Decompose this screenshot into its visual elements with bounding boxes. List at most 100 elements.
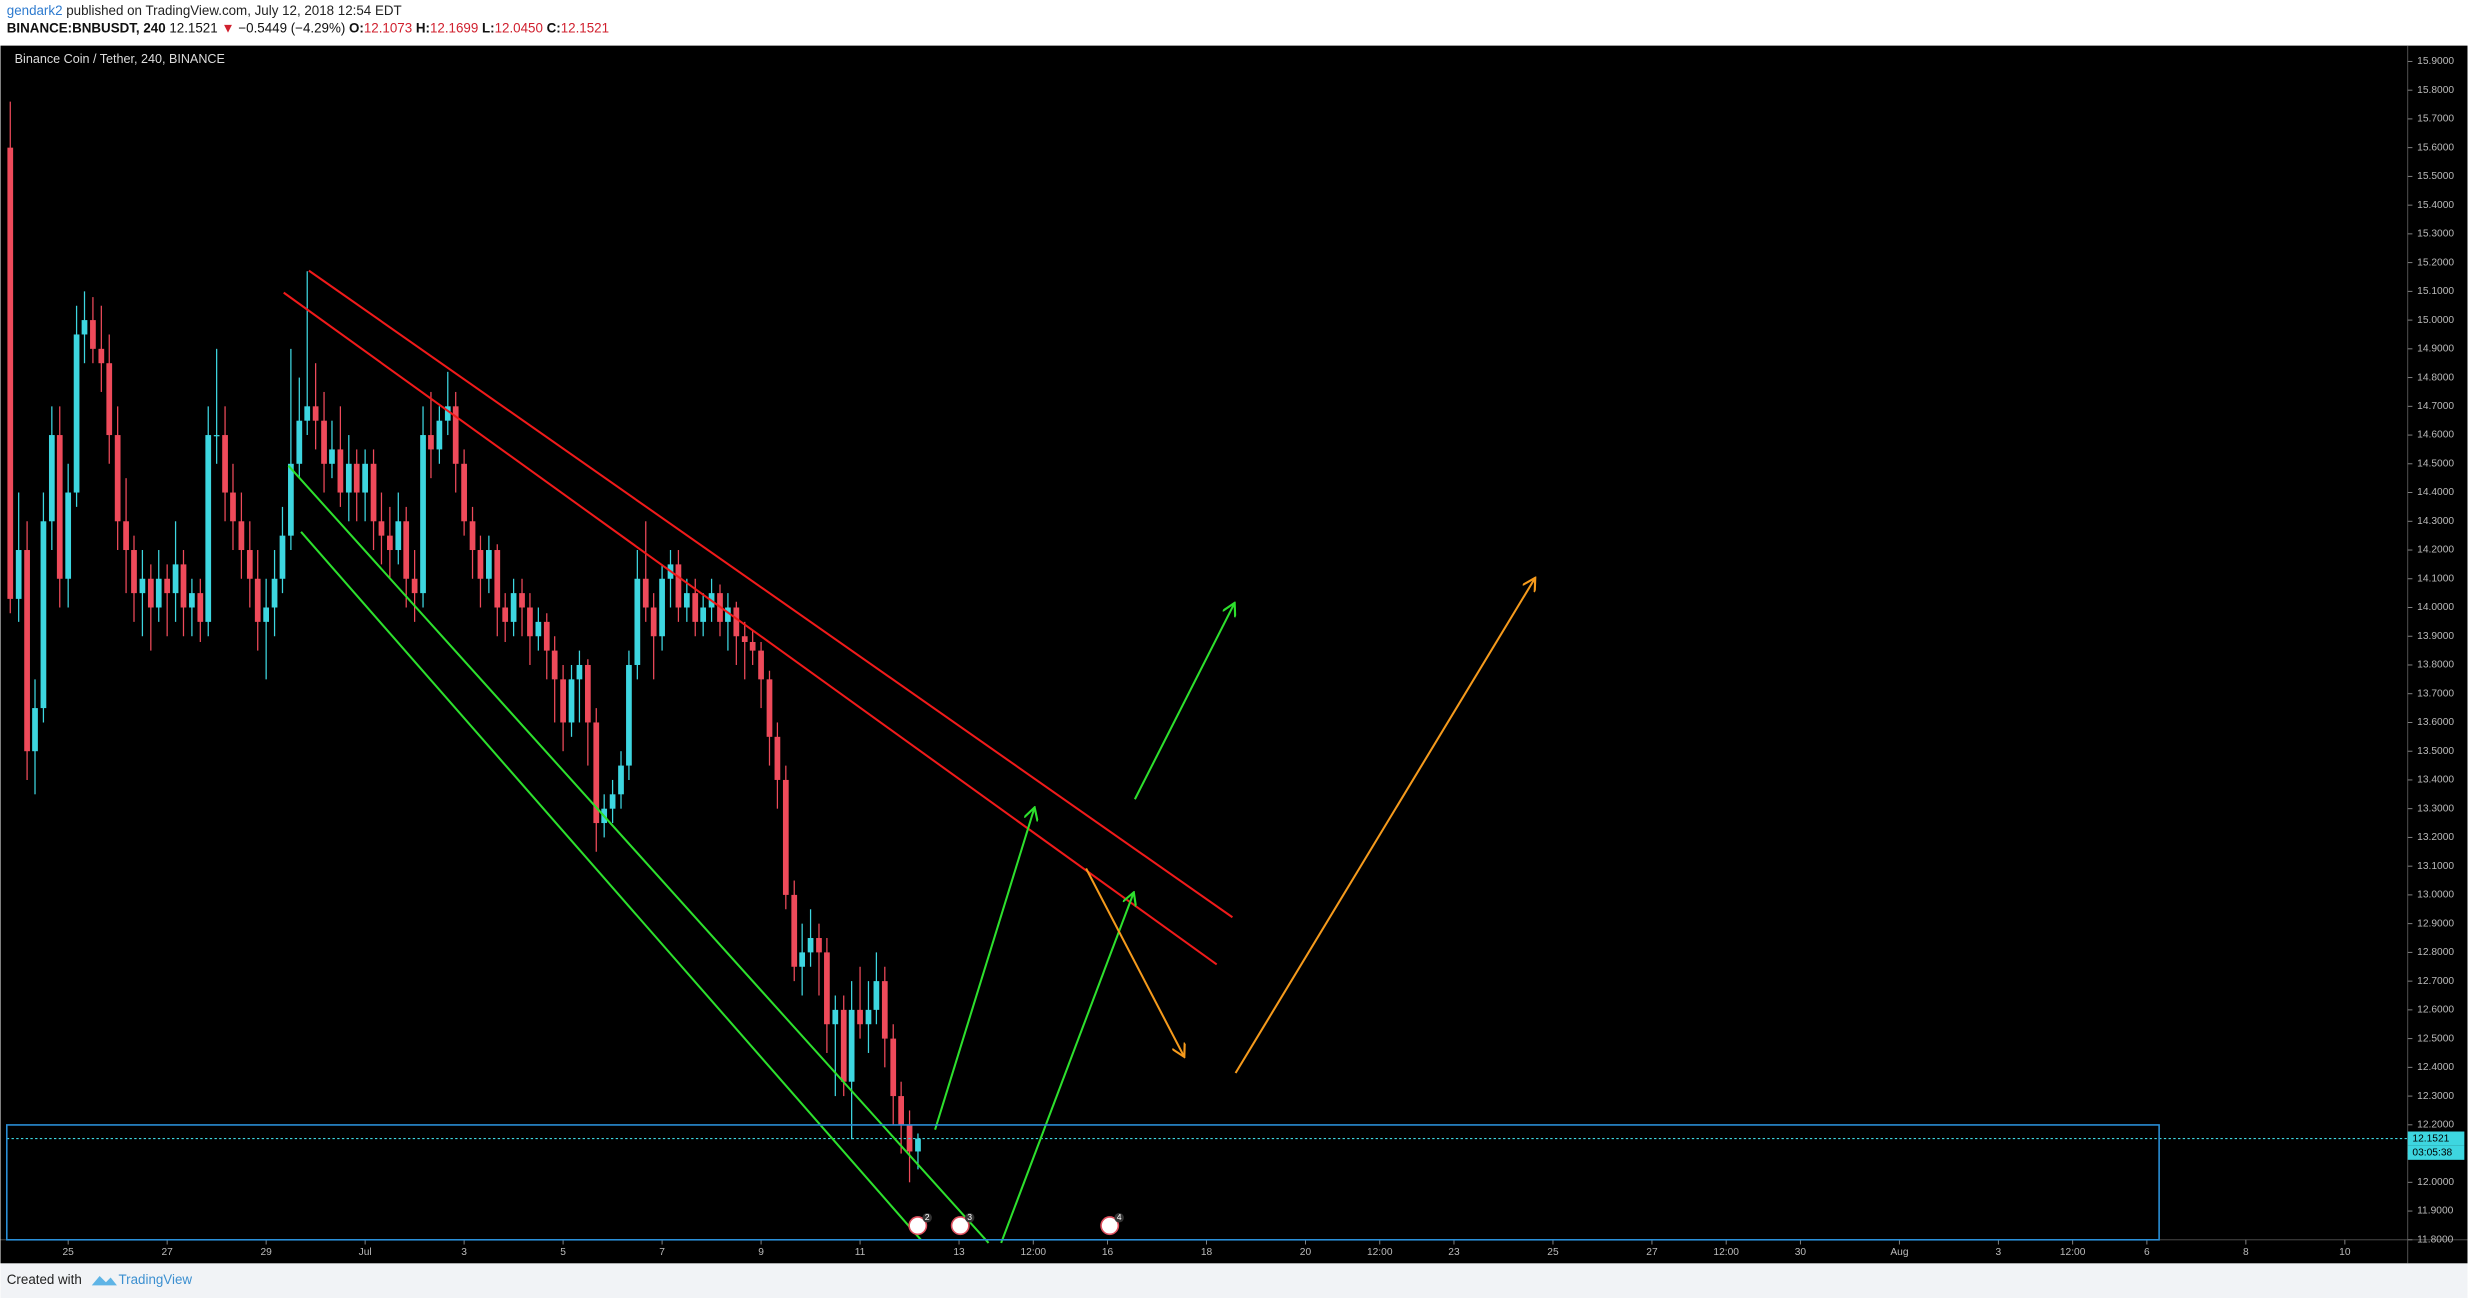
candle-body: [304, 406, 311, 421]
candle-body: [230, 492, 236, 522]
y-tick-label: 13.5000: [2417, 746, 2454, 757]
y-tick-label: 15.0000: [2417, 315, 2454, 326]
candle-body: [733, 607, 740, 637]
x-tick-label: 11: [855, 1247, 866, 1258]
candle-body: [881, 981, 888, 1039]
header-bg: [0, 0, 2468, 46]
candle-body: [824, 952, 830, 1025]
trend-line: [283, 291, 1218, 966]
candle-body: [403, 521, 410, 579]
candle-body: [634, 578, 641, 665]
candle-body: [494, 550, 501, 608]
candle-body: [700, 607, 707, 622]
y-tick-label: 11.8000: [2417, 1234, 2453, 1245]
candle-body: [114, 435, 121, 522]
candle-body: [65, 492, 72, 579]
candle-body: [395, 521, 402, 551]
y-tick-label: 14.3000: [2417, 516, 2454, 527]
marks: 11.800011.900012.000012.100012.200012.30…: [6, 56, 2465, 1258]
y-tick-label: 12.0000: [2417, 1177, 2454, 1188]
candle-body: [329, 449, 335, 464]
x-tick-label: 25: [62, 1247, 74, 1258]
h-value: 12.1699: [430, 20, 478, 35]
candle-body: [510, 593, 517, 622]
candle-body: [337, 449, 344, 493]
candle-body: [279, 535, 286, 579]
candle-body: [692, 593, 699, 622]
candle-body: [40, 521, 47, 709]
y-tick-label: 12.9000: [2417, 918, 2454, 929]
candle-body: [254, 578, 261, 622]
countdown: 03:05:38: [2412, 1147, 2452, 1158]
candle-body: [172, 564, 179, 594]
symbol: BINANCE:BNBUSDT, 240: [7, 20, 166, 35]
candle-body: [766, 679, 773, 737]
candle-body: [81, 320, 88, 335]
x-tick-label: 3: [461, 1247, 467, 1258]
x-tick-label: 25: [1547, 1247, 1559, 1258]
x-tick-label: 18: [1201, 1247, 1213, 1258]
candle-body: [15, 550, 22, 599]
candle-body: [576, 664, 583, 680]
event-icon[interactable]: [1100, 1216, 1120, 1236]
candle-body: [626, 664, 632, 766]
candle-body: [321, 420, 327, 464]
candle-body: [296, 420, 303, 464]
y-tick-label: 14.8000: [2417, 372, 2454, 383]
candle-body: [486, 550, 492, 579]
y-tick-label: 13.2000: [2417, 832, 2454, 843]
y-tick-label: 14.9000: [2417, 344, 2454, 355]
candle-body: [840, 1009, 847, 1082]
x-tick-label: 29: [260, 1247, 272, 1258]
arrow: [1000, 894, 1133, 1244]
candle-body: [73, 334, 80, 493]
candle-body: [238, 521, 245, 551]
y-tick-label: 15.6000: [2417, 142, 2454, 153]
y-tick-label: 15.1000: [2417, 286, 2454, 297]
x-tick-label: 5: [560, 1247, 566, 1258]
footer-created: Created with: [7, 1272, 82, 1287]
y-tick-label: 14.0000: [2417, 602, 2454, 613]
event-icon[interactable]: [950, 1216, 970, 1236]
candle-body: [650, 607, 657, 637]
last: 12.1521: [169, 20, 217, 35]
candle-body: [519, 593, 525, 608]
candle-body: [90, 320, 96, 349]
candle-body: [353, 463, 360, 493]
candle-body: [7, 147, 14, 599]
y-tick-label: 12.6000: [2417, 1005, 2454, 1016]
event-icon[interactable]: [908, 1216, 928, 1236]
author[interactable]: gendark2: [7, 3, 63, 18]
candle-body: [222, 435, 228, 493]
c-value: 12.1521: [561, 20, 609, 35]
x-tick-label: Aug: [1890, 1247, 1908, 1258]
y-tick-label: 12.2000: [2417, 1120, 2454, 1131]
candle-body: [420, 435, 426, 594]
candle-body: [642, 578, 649, 608]
candle-body: [271, 578, 278, 608]
candle-body: [560, 679, 566, 723]
candle-body: [749, 641, 756, 651]
arrow: [1133, 604, 1234, 800]
y-tick-label: 12.7000: [2417, 976, 2454, 987]
candle-body: [683, 593, 690, 608]
candle-body: [205, 435, 212, 622]
candle-body: [123, 521, 129, 551]
footer-bg: [0, 1263, 2468, 1298]
candle-body: [725, 607, 731, 622]
x-tick-label: 9: [758, 1247, 764, 1258]
candle-body: [180, 564, 187, 608]
candle-body: [345, 463, 352, 493]
arrow: [1234, 579, 1535, 1074]
candle-body: [106, 363, 113, 436]
candle-body: [32, 708, 38, 752]
events: 2 3 4: [908, 1212, 1124, 1236]
brand-logo: [91, 1275, 117, 1286]
y-tick-label: 13.3000: [2417, 803, 2454, 814]
trend-line: [300, 531, 922, 1241]
candle-body: [24, 550, 30, 752]
x-tick-label: 27: [161, 1247, 173, 1258]
footer-brand[interactable]: TradingView: [119, 1272, 193, 1287]
candle-body: [197, 593, 204, 622]
x-tick-label: 12:00: [1020, 1247, 1046, 1258]
